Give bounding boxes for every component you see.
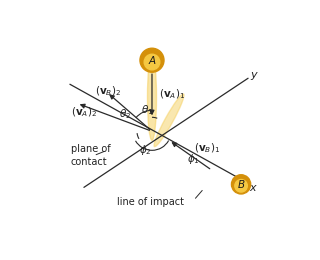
Text: $A$: $A$	[148, 54, 156, 66]
Circle shape	[140, 48, 164, 72]
Text: $(\mathbf{v}_B)_2$: $(\mathbf{v}_B)_2$	[95, 84, 121, 98]
Circle shape	[235, 180, 247, 192]
Circle shape	[231, 175, 251, 194]
Text: $B$: $B$	[237, 178, 245, 190]
Text: $x$: $x$	[249, 183, 258, 193]
Ellipse shape	[154, 94, 184, 147]
Ellipse shape	[148, 54, 156, 140]
Circle shape	[144, 54, 160, 70]
Text: line of impact: line of impact	[117, 197, 185, 207]
Text: $\theta_2$: $\theta_2$	[119, 107, 131, 121]
Text: $\theta_1$: $\theta_1$	[141, 103, 153, 117]
Text: $y$: $y$	[250, 70, 259, 82]
Text: plane of
contact: plane of contact	[71, 144, 110, 167]
Text: $\phi_2$: $\phi_2$	[139, 143, 151, 157]
Text: $(\mathbf{v}_A)_2$: $(\mathbf{v}_A)_2$	[71, 106, 97, 119]
Text: $(\mathbf{v}_B)_1$: $(\mathbf{v}_B)_1$	[194, 141, 220, 155]
Text: $(\mathbf{v}_A)_1$: $(\mathbf{v}_A)_1$	[159, 87, 185, 101]
Text: $\phi_1$: $\phi_1$	[187, 152, 199, 166]
